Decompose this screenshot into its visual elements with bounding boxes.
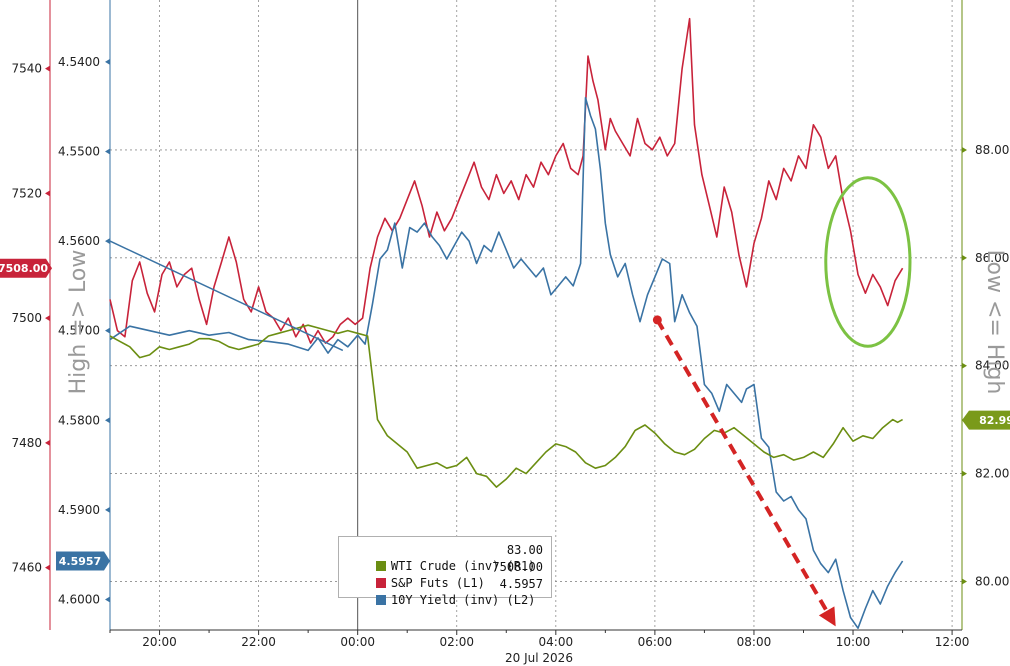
- r1-tick-label: 88.00: [975, 143, 1009, 157]
- r1-tick-label: 80.00: [975, 574, 1009, 588]
- x-tick-label: 02:00: [439, 635, 474, 649]
- legend-value-spx: 7508.00: [492, 560, 543, 574]
- legend-swatch-wti: [375, 561, 386, 571]
- date-label: 20 Jul 2026: [505, 651, 573, 665]
- l2-tick-label: 4.5800: [58, 413, 100, 427]
- badge-sp-futs: 7508.00: [0, 258, 52, 278]
- l1-tick-marker: [45, 315, 50, 322]
- l2-tick-marker: [105, 148, 110, 155]
- r1-tick-marker: [962, 146, 967, 153]
- arrow-shaft: [655, 318, 829, 612]
- x-axis: 20:00 22:00 00:00 02:00 04:00 06:00 08:00 10:00…: [109, 629, 970, 649]
- l1-tick-label: 7500: [11, 311, 42, 325]
- series-line-10y-yield: [109, 96, 904, 629]
- legend-label-yield: 10Y Yield (inv) (L2): [390, 593, 536, 607]
- badge-wti-crude-shape: [962, 410, 1010, 430]
- legend-label-spx: S&P Futs (L1): [390, 576, 485, 590]
- r1-tick-label: 84.00: [975, 359, 1009, 373]
- l2-tick-marker: [105, 596, 110, 603]
- l1-tick-label: 7460: [11, 561, 42, 575]
- x-tick-label: 20:00: [142, 635, 177, 649]
- r1-tick-marker: [962, 254, 967, 261]
- badge-wti-crude-text: 82.99: [979, 414, 1010, 427]
- highlight-ellipse: [824, 176, 912, 348]
- left-axis-10y-yield: 4.5400 4.5500 4.5600 4.5700 4.5800 4.5900 4.60…: [58, 0, 111, 630]
- x-tick-label: 22:00: [241, 635, 276, 649]
- arrow-head: [818, 606, 836, 627]
- grid: [110, 0, 962, 630]
- x-tick-label: 12:00: [935, 635, 970, 649]
- l2-tick-marker: [105, 327, 110, 334]
- x-tick-label: 04:00: [539, 635, 574, 649]
- r1-tick-marker: [962, 470, 967, 477]
- l2-tick-label: 4.5600: [58, 234, 100, 248]
- series-line-sp-futs: [109, 17, 904, 344]
- legend-item-yield: 10Y Yield (inv) (L2): [347, 576, 535, 607]
- value-badges: 7508.00 4.5957 82.99: [0, 258, 1010, 571]
- legend-swatch-yield: [375, 595, 386, 605]
- legend-value-yield: 4.5957: [499, 577, 543, 591]
- side-label-right: Low <= High: [982, 250, 1007, 395]
- x-tick-label: 06:00: [638, 635, 673, 649]
- l2-tick-label: 4.5400: [58, 55, 100, 69]
- badge-sp-futs-shape: [0, 258, 52, 278]
- legend-label-wti: WTI Crude (inv) (R1): [390, 559, 536, 573]
- trend-line: [109, 240, 344, 352]
- l1-tick-marker: [45, 564, 50, 571]
- x-tick-label: 08:00: [737, 635, 772, 649]
- l2-tick-label: 4.6000: [58, 593, 100, 607]
- x-tick-label: 10:00: [836, 635, 871, 649]
- series-line-wti-crude: [109, 324, 903, 488]
- l2-tick-marker: [105, 506, 110, 513]
- l1-tick-marker: [45, 190, 50, 197]
- legend-item-spx: S&P Futs (L1): [347, 559, 485, 590]
- badge-10y-yield-shape: [56, 551, 110, 571]
- legend-value-wti: 83.00: [506, 543, 543, 557]
- r1-tick-label: 86.00: [975, 251, 1009, 265]
- side-label-left: High => Low: [66, 250, 91, 395]
- legend: WTI Crude (inv) (R1) 83.00 S&P Futs (L1)…: [338, 536, 552, 607]
- series-lines: [109, 17, 904, 629]
- badge-sp-futs-text: 7508.00: [0, 262, 48, 275]
- r1-tick-marker: [962, 578, 967, 585]
- r1-tick-label: 82.00: [975, 467, 1009, 481]
- legend-swatch-spx: [375, 578, 386, 588]
- l2-tick-label: 4.5700: [58, 324, 100, 338]
- l2-tick-marker: [105, 238, 110, 245]
- badge-10y-yield: 4.5957: [56, 551, 110, 571]
- badge-10y-yield-text: 4.5957: [59, 555, 101, 568]
- l1-tick-marker: [45, 65, 50, 72]
- l2-tick-marker: [105, 417, 110, 424]
- right-axis-wti-crude: 80.00 82.00 84.00 86.00 88.00: [961, 0, 1009, 630]
- badge-wti-crude: 82.99: [962, 410, 1010, 430]
- l2-tick-marker: [105, 58, 110, 65]
- left-axis-sp-futs: 7540 7520 7500 7480 7460: [11, 0, 51, 630]
- legend-item-wti: WTI Crude (inv) (R1): [347, 542, 535, 573]
- l1-tick-marker: [45, 439, 50, 446]
- annotations: [109, 176, 912, 627]
- l2-tick-label: 4.5900: [58, 503, 100, 517]
- l1-tick-label: 7540: [11, 62, 42, 76]
- l1-tick-label: 7480: [11, 436, 42, 450]
- l1-tick-label: 7520: [11, 186, 42, 200]
- l2-tick-label: 4.5500: [58, 144, 100, 158]
- x-tick-label: 00:00: [340, 635, 375, 649]
- r1-tick-marker: [962, 362, 967, 369]
